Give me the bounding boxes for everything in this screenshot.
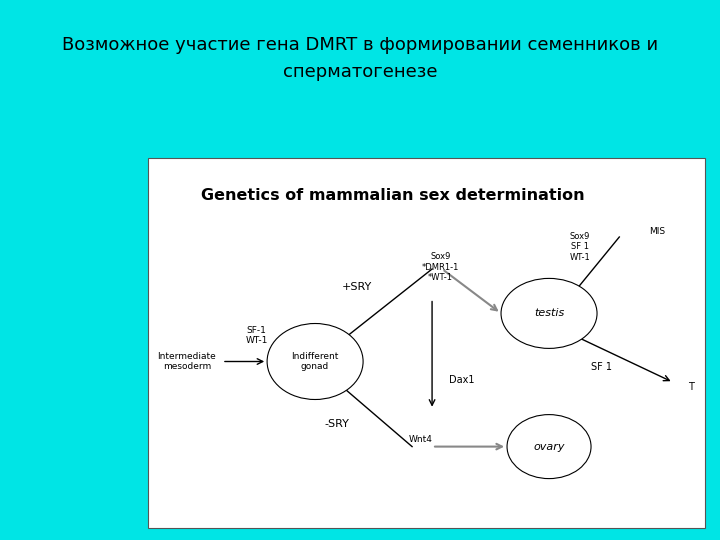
Text: +SRY: +SRY	[342, 282, 372, 293]
Text: T: T	[688, 382, 694, 393]
Text: Intermediate
mesoderm: Intermediate mesoderm	[158, 352, 217, 371]
Ellipse shape	[267, 323, 363, 400]
Text: MIS: MIS	[649, 227, 665, 237]
Text: сперматогенезе: сперматогенезе	[283, 63, 437, 81]
Text: -SRY: -SRY	[325, 420, 350, 429]
Text: Dax1: Dax1	[449, 375, 474, 385]
Text: SF 1: SF 1	[591, 362, 612, 372]
Text: Indifferent
gonad: Indifferent gonad	[292, 352, 339, 371]
Text: Sox9
SF 1
WT-1: Sox9 SF 1 WT-1	[570, 232, 590, 262]
Ellipse shape	[507, 415, 591, 478]
Text: ovary: ovary	[534, 442, 564, 451]
Text: Sox9
*DMR1-1
*WT-1: Sox9 *DMR1-1 *WT-1	[422, 252, 459, 282]
Ellipse shape	[501, 279, 597, 348]
Text: SF-1
WT-1: SF-1 WT-1	[246, 326, 268, 345]
Bar	[148, 158, 705, 528]
Text: Genetics of mammalian sex determination: Genetics of mammalian sex determination	[202, 187, 585, 202]
Text: Возможное участие гена DMRT в формировании семенников и: Возможное участие гена DMRT в формирован…	[62, 36, 658, 54]
Text: testis: testis	[534, 308, 564, 319]
Text: Wnt4: Wnt4	[409, 435, 433, 444]
